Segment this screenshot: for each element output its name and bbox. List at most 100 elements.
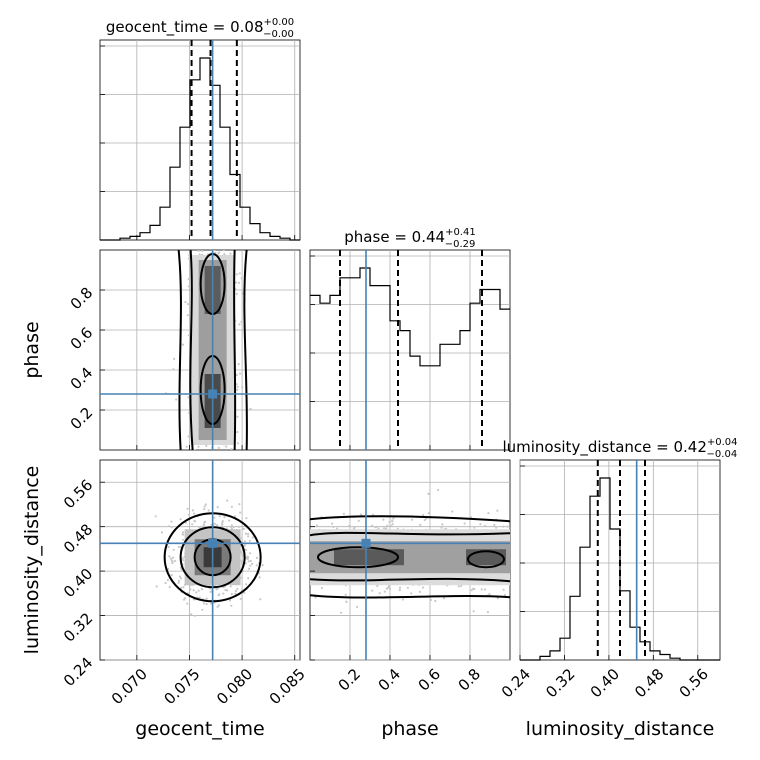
scatter-point [382, 518, 385, 521]
scatter-point [471, 587, 475, 590]
scatter-point [247, 577, 250, 580]
scatter-point [208, 241, 210, 243]
scatter-point [186, 507, 189, 510]
scatter-point [188, 254, 191, 257]
scatter-point [221, 520, 224, 523]
scatter-point [197, 250, 200, 252]
scatter-point [213, 516, 216, 519]
scatter-point [205, 243, 207, 245]
scatter-point [203, 505, 206, 508]
scatter-point [202, 242, 204, 244]
scatter-point [205, 451, 207, 453]
scatter-point [386, 524, 389, 527]
scatter-point [442, 597, 446, 600]
scatter-point [170, 559, 173, 562]
scatter-point [171, 561, 174, 565]
scatter-point [352, 527, 356, 530]
y-tick-label: 0.40 [60, 565, 96, 601]
scatter-point [486, 611, 489, 614]
scatter-point [167, 545, 170, 549]
scatter-point [179, 577, 183, 580]
scatter-point [192, 589, 195, 592]
scatter-point [169, 557, 173, 560]
y-tick-label: 0.8 [67, 284, 97, 314]
scatter-point [191, 509, 195, 512]
scatter-point [230, 524, 233, 527]
scatter-point [193, 520, 197, 523]
scatter-point [242, 527, 245, 531]
scatter-point [166, 579, 169, 582]
scatter-point [243, 540, 246, 543]
scatter-point [212, 454, 214, 456]
scatter-point [422, 586, 425, 589]
scatter-point [239, 511, 242, 514]
scatter-point [331, 522, 334, 525]
scatter-point [198, 245, 200, 247]
scatter-point [406, 586, 409, 589]
scatter-point [258, 576, 261, 579]
scatter-point [230, 592, 233, 596]
scatter-point [238, 323, 241, 326]
scatter-point [218, 593, 221, 596]
scatter-point [440, 526, 443, 529]
scatter-point [186, 303, 190, 306]
x-tick-label: 0.6 [415, 665, 445, 695]
contour-line [310, 531, 510, 583]
scatter-point [495, 526, 498, 529]
pair-panel-phase-luminosity_distance [309, 459, 511, 661]
scatter-point [226, 589, 229, 592]
scatter-point [248, 539, 251, 542]
scatter-point [342, 512, 345, 516]
scatter-point [205, 602, 208, 606]
scatter-point [237, 525, 240, 529]
scatter-point [391, 523, 394, 526]
contour-line [310, 515, 510, 599]
scatter-point [218, 515, 221, 518]
scatter-point [205, 242, 207, 244]
scatter-point [387, 585, 390, 588]
scatter-point [236, 415, 239, 418]
scatter-point [479, 523, 482, 526]
scatter-point [188, 411, 191, 414]
scatter-point [193, 614, 196, 617]
scatter-point [469, 516, 473, 519]
scatter-point [234, 589, 237, 593]
scatter-point [204, 520, 207, 524]
scatter-point [172, 548, 175, 551]
scatter-point [371, 524, 374, 527]
scatter-point [390, 524, 393, 528]
scatter-point [170, 526, 173, 529]
scatter-point [181, 343, 185, 346]
histogram-panel-phase [309, 249, 511, 451]
scatter-point [213, 522, 216, 526]
scatter-point [218, 240, 220, 242]
scatter-point [473, 526, 476, 529]
scatter-point [204, 503, 207, 506]
contour-line [189, 250, 237, 450]
scatter-point [441, 523, 444, 526]
scatter-point [230, 604, 233, 607]
scatter-point [234, 281, 237, 284]
scatter-point [173, 559, 176, 563]
scatter-point [249, 559, 252, 563]
scatter-point [241, 554, 244, 557]
scatter-point [205, 597, 208, 600]
scatter-point [218, 244, 220, 246]
scatter-point [198, 253, 201, 256]
scatter-point [410, 592, 413, 595]
pair-panel-geocent_time-luminosity_distance [99, 459, 301, 661]
scatter-point [226, 499, 229, 502]
scatter-point [224, 588, 227, 592]
y-tick-label: 0.6 [67, 324, 97, 354]
scatter-point [164, 582, 167, 585]
contour-line [467, 550, 505, 569]
scatter-point [371, 589, 374, 592]
scatter-point [332, 525, 335, 529]
y-axis-label-phase: phase [21, 321, 43, 378]
scatter-point [385, 527, 388, 530]
scatter-point [247, 535, 250, 538]
scatter-point [496, 509, 499, 512]
y-axis-label-luminosity_distance: luminosity_distance [21, 466, 43, 655]
scatter-point [168, 555, 171, 558]
